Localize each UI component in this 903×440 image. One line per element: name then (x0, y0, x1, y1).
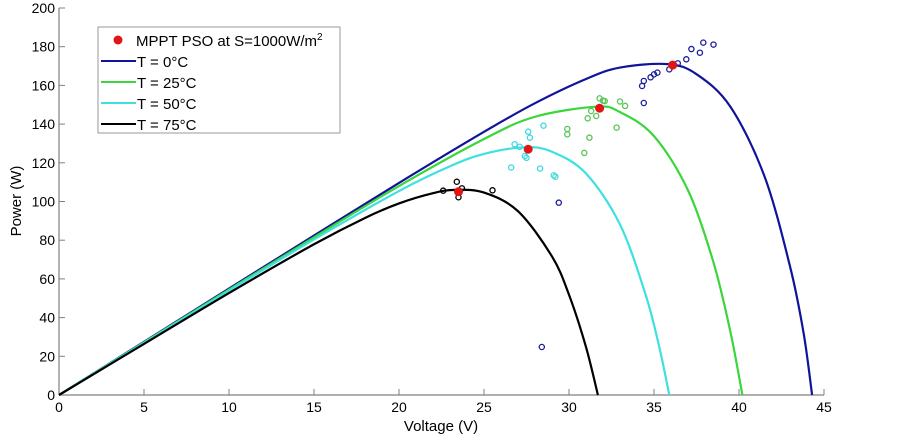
scatter-point (581, 149, 588, 157)
scatter-point (564, 131, 571, 138)
scatter-point (613, 124, 620, 131)
scatter-point (688, 45, 695, 53)
legend-label-1: T = 25°C (137, 75, 197, 92)
legend-box (97, 26, 341, 134)
y-tick-label: 140 (32, 116, 56, 132)
x-tick-label: 15 (306, 399, 322, 415)
scatter-point (507, 164, 515, 171)
mppt-point (454, 187, 463, 197)
scatter-point (640, 77, 648, 85)
x-tick-label: 20 (391, 399, 407, 415)
scatter-point (640, 99, 648, 107)
y-axis-label: Power (W) (8, 166, 25, 237)
x-tick-label: 40 (731, 399, 747, 415)
y-tick-label: 180 (32, 39, 56, 55)
scatter-point (516, 143, 523, 150)
scatter-point (601, 97, 608, 105)
x-tick-label: 45 (816, 399, 832, 415)
scatter-point (621, 102, 629, 110)
scatter-point (511, 140, 518, 148)
scatter-point (616, 98, 624, 105)
scatter-point (552, 173, 559, 180)
scatter-point (521, 152, 529, 160)
y-tick-label: 60 (39, 271, 55, 287)
scatter-point (489, 187, 496, 194)
y-tick-label: 40 (39, 310, 55, 326)
x-tick-label: 0 (55, 399, 63, 415)
scatter-point (592, 112, 600, 120)
scatter-point (453, 178, 461, 186)
y-tick-label: 160 (32, 77, 56, 93)
scatter-point (564, 125, 571, 133)
x-tick-label: 5 (140, 399, 148, 415)
legend-mppt-label: MPPT PSO at S=1000W/m2 (136, 32, 323, 50)
x-tick-label: 30 (561, 399, 577, 415)
scatter-point (696, 49, 704, 56)
scatter-point (526, 134, 534, 141)
mppt-points (454, 60, 678, 197)
legend: MPPT PSO at S=1000W/m2 T = 0°C T = 25°C T … (97, 26, 341, 134)
scatter-points (439, 39, 717, 351)
legend-label-3: T = 75°C (137, 117, 197, 134)
scatter-point (538, 343, 546, 351)
scatter-point (586, 134, 593, 141)
scatter-point (439, 187, 447, 194)
y-tick-label: 100 (32, 194, 56, 210)
scatter-point (587, 107, 595, 115)
mppt-point (523, 144, 533, 154)
scatter-point (523, 154, 530, 162)
x-axis-label: Voltage (V) (404, 418, 478, 435)
axes: 0 5 10 15 20 25 30 35 40 45 0 20 40 60 80 100 120 140 160 1… (32, 0, 832, 415)
scatter-point (710, 41, 717, 48)
scatter-point (555, 199, 563, 206)
y-tick-label: 80 (39, 232, 55, 248)
mppt-point (668, 60, 678, 70)
legend-label-0: T = 0°C (137, 54, 188, 71)
scatter-point (683, 56, 690, 63)
scatter-point (654, 69, 661, 76)
scatter-point (647, 74, 654, 81)
series-line-3 (58, 188, 599, 396)
y-tick-label: 0 (47, 387, 55, 403)
scatter-point (536, 165, 544, 172)
scatter-point (540, 122, 547, 129)
scatter-point (700, 39, 707, 46)
x-tick-label: 25 (476, 399, 492, 415)
y-tick-label: 120 (32, 155, 56, 171)
scatter-point (524, 128, 532, 135)
scatter-point (584, 115, 591, 122)
x-tick-label: 35 (646, 399, 662, 415)
y-tick-label: 20 (39, 348, 55, 364)
y-tick-label: 200 (32, 0, 56, 16)
x-tick-label: 10 (221, 399, 237, 415)
mppt-point (595, 103, 605, 113)
curves (58, 62, 814, 396)
legend-label-2: T = 50°C (137, 96, 197, 113)
series-line-2 (58, 146, 671, 396)
legend-mppt-marker (113, 35, 123, 45)
series-line-1 (58, 105, 744, 396)
scatter-point (650, 71, 658, 78)
